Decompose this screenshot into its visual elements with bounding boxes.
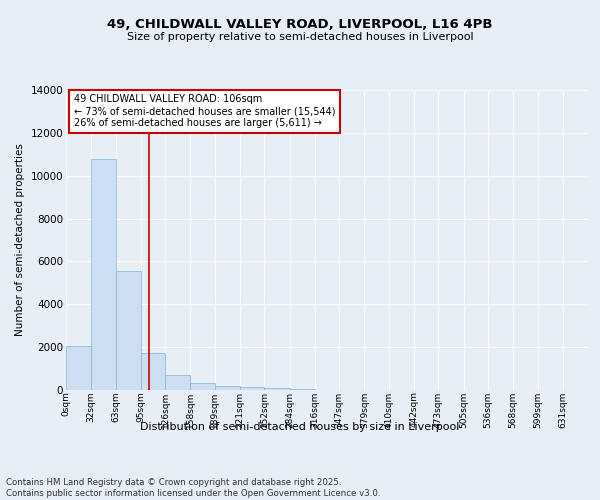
Bar — [290, 388, 315, 390]
Text: Contains HM Land Registry data © Crown copyright and database right 2025.
Contai: Contains HM Land Registry data © Crown c… — [6, 478, 380, 498]
Text: 49, CHILDWALL VALLEY ROAD, LIVERPOOL, L16 4PB: 49, CHILDWALL VALLEY ROAD, LIVERPOOL, L1… — [107, 18, 493, 30]
Text: 49 CHILDWALL VALLEY ROAD: 106sqm
← 73% of semi-detached houses are smaller (15,5: 49 CHILDWALL VALLEY ROAD: 106sqm ← 73% o… — [74, 94, 335, 128]
Text: Size of property relative to semi-detached houses in Liverpool: Size of property relative to semi-detach… — [127, 32, 473, 42]
Bar — [116, 271, 141, 390]
Bar — [240, 387, 265, 390]
Bar — [91, 158, 116, 390]
Bar — [215, 386, 240, 390]
Bar — [165, 375, 190, 390]
Bar — [190, 382, 215, 390]
Bar — [66, 346, 91, 390]
Y-axis label: Number of semi-detached properties: Number of semi-detached properties — [15, 144, 25, 336]
Bar — [265, 388, 290, 390]
Text: Distribution of semi-detached houses by size in Liverpool: Distribution of semi-detached houses by … — [140, 422, 460, 432]
Bar — [141, 352, 165, 390]
